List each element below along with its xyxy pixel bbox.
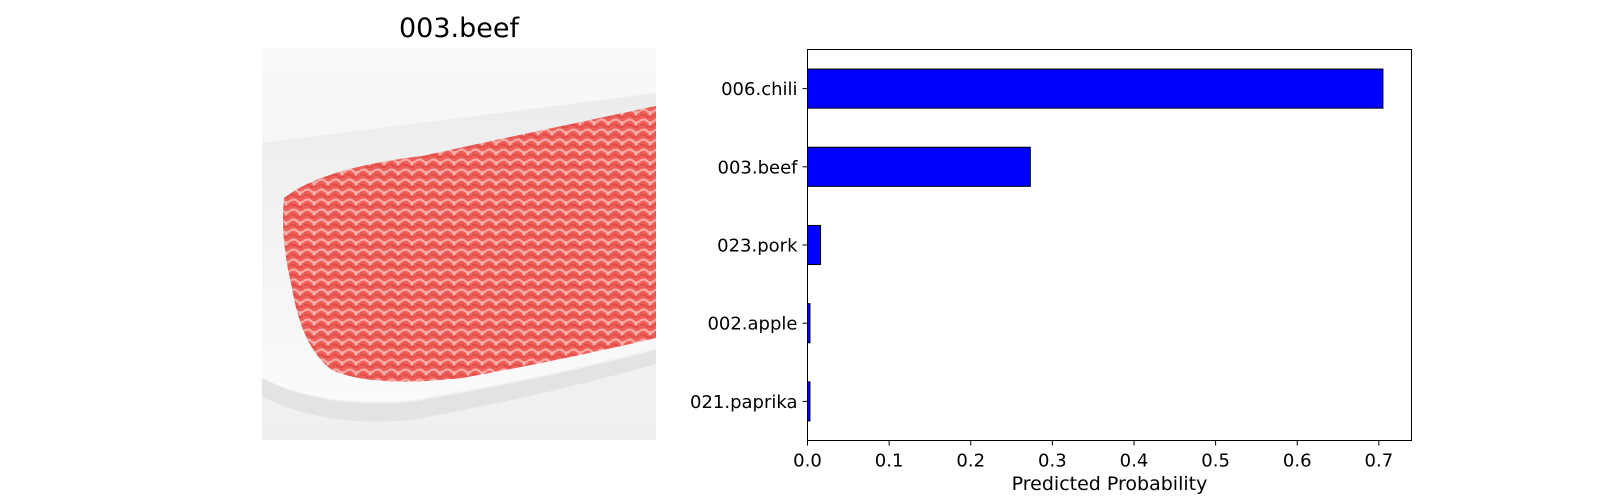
x-tick-label: 0.1 — [875, 451, 904, 472]
y-tick-label: 002.apple — [707, 314, 797, 335]
x-axis-label: Predicted Probability — [1012, 473, 1208, 495]
food-photo — [262, 48, 656, 440]
x-tick-label: 0.7 — [1365, 451, 1394, 472]
x-tick-label: 0.4 — [1120, 451, 1149, 472]
y-tick-label: 006.chili — [721, 79, 797, 100]
bar-002.apple — [807, 303, 811, 344]
plot-frame — [807, 49, 1412, 441]
x-tick-label: 0.5 — [1201, 451, 1230, 472]
x-tick-label: 0.0 — [793, 451, 822, 472]
bars-group — [807, 68, 1384, 422]
x-tick-label: 0.3 — [1038, 451, 1067, 472]
x-tick-label: 0.6 — [1283, 451, 1312, 472]
image-title: 003.beef — [399, 13, 519, 44]
y-tick-label: 003.beef — [718, 157, 799, 178]
x-tick-label: 0.2 — [956, 451, 985, 472]
x-axis: 0.0 0.1 0.2 0.3 0.4 0.5 0.6 0.7 — [793, 440, 1394, 472]
bar-021.paprika — [807, 381, 811, 422]
bar-023.pork — [807, 224, 822, 266]
ground-meat — [283, 106, 656, 382]
y-tick-label: 023.pork — [717, 236, 798, 257]
y-tick-label: 021.paprika — [690, 392, 798, 413]
bar-006.chili — [807, 68, 1384, 109]
bar-003.beef — [807, 146, 1031, 187]
y-axis: 006.chili 003.beef 023.pork 002.apple 021.pa… — [690, 79, 808, 413]
